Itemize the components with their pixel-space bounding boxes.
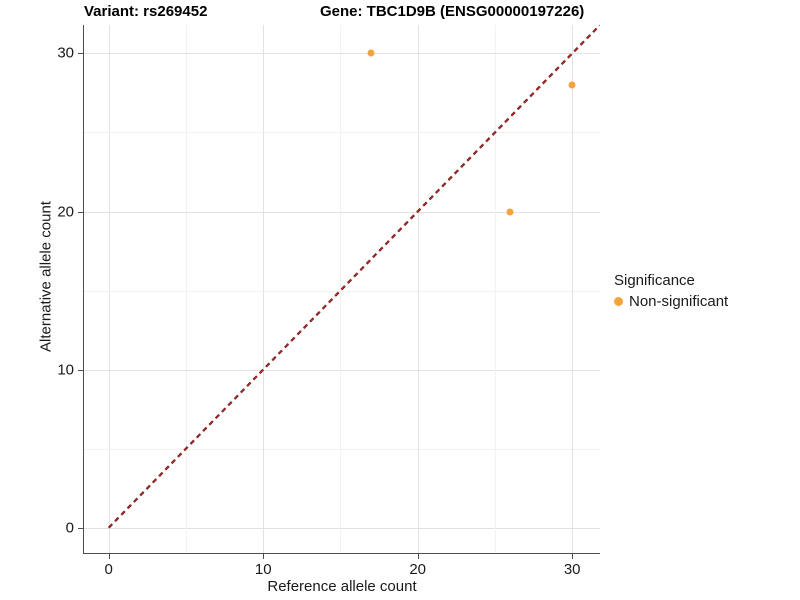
y-tick-label: 0: [65, 519, 74, 537]
gridline-vertical: [572, 25, 574, 553]
x-tick-mark: [417, 554, 419, 559]
x-tick-label: 20: [409, 561, 427, 578]
x-tick-label: 30: [563, 561, 581, 578]
data-point[interactable]: [568, 81, 576, 89]
y-axis-line: [83, 25, 85, 554]
data-point[interactable]: [506, 208, 514, 216]
legend-item[interactable]: Non-significant: [614, 293, 728, 310]
gridline-horizontal: [84, 527, 600, 529]
gene-title: Gene: TBC1D9B (ENSG00000197226): [320, 3, 585, 20]
identity-line-highlight: [108, 25, 600, 529]
gridline-horizontal: [84, 53, 600, 55]
gridline-vertical: [494, 25, 496, 553]
gridline-vertical: [340, 25, 342, 553]
x-tick-label: 0: [104, 561, 113, 578]
y-tick-label: 10: [57, 361, 74, 379]
y-tick-label: 30: [57, 44, 74, 62]
gridline-horizontal: [84, 211, 600, 213]
legend-dot-icon: [614, 297, 623, 306]
x-axis-line: [83, 553, 600, 555]
plot-panel: [84, 25, 600, 553]
gridline-horizontal: [84, 132, 600, 134]
y-axis-ticks: 0 10 20 30: [0, 0, 83, 600]
legend-entries: Non-significant: [614, 293, 728, 310]
y-axis-label: Alternative allele count: [37, 201, 55, 352]
x-tick-mark: [263, 554, 265, 559]
gridline-horizontal: [84, 448, 600, 450]
x-tick-label: 10: [254, 561, 272, 578]
legend: Significance Non-significant: [614, 272, 728, 310]
variant-title: Variant: rs269452: [84, 3, 208, 20]
identity-reference-line: [107, 25, 600, 529]
gridline-vertical: [185, 25, 187, 553]
y-tick-mark: [78, 53, 83, 55]
identity-line-path: [107, 25, 600, 529]
y-tick-mark: [78, 369, 83, 371]
gridline-horizontal: [84, 369, 600, 371]
data-point[interactable]: [367, 49, 375, 57]
y-tick-label: 20: [57, 203, 74, 221]
x-axis-label: Reference allele count: [267, 578, 417, 595]
gridline-vertical: [263, 25, 265, 553]
gridline-vertical: [108, 25, 110, 553]
gridline-horizontal: [84, 290, 600, 292]
x-tick-mark: [572, 554, 574, 559]
legend-title: Significance: [614, 272, 695, 289]
y-tick-mark: [78, 211, 83, 213]
legend-item-label: Non-significant: [629, 293, 729, 310]
gridline-vertical: [417, 25, 419, 553]
x-tick-mark: [108, 554, 110, 559]
y-tick-mark: [78, 527, 83, 529]
